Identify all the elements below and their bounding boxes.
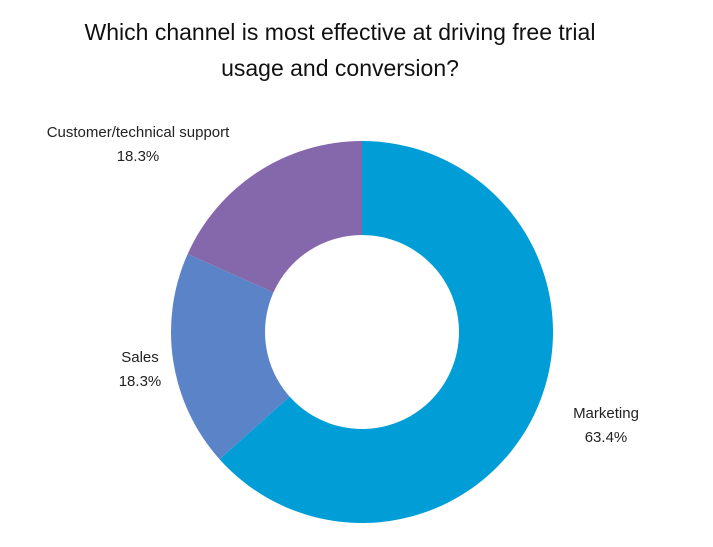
chart-title: Which channel is most effective at drivi…	[0, 14, 680, 86]
chart-title-line-2: usage and conversion?	[221, 55, 459, 81]
slice-marketing	[219, 141, 553, 523]
slice-label: Sales	[121, 349, 159, 366]
slice-label: Marketing	[573, 405, 639, 422]
slice-value-label: 18.3%	[117, 148, 160, 165]
slice-value-label: 63.4%	[585, 429, 628, 446]
slice-value-label: 18.3%	[119, 373, 162, 390]
slice-customer-technical-support	[187, 141, 362, 293]
chart-title-line-1: Which channel is most effective at drivi…	[84, 19, 596, 45]
slice-label: Customer/technical support	[47, 124, 230, 141]
slice-sales	[170, 253, 290, 460]
